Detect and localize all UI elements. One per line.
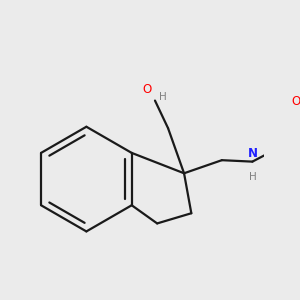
Text: O: O: [143, 83, 152, 96]
Text: N: N: [248, 147, 257, 160]
Text: O: O: [291, 95, 300, 108]
Text: H: H: [249, 172, 257, 182]
Text: H: H: [159, 92, 167, 102]
